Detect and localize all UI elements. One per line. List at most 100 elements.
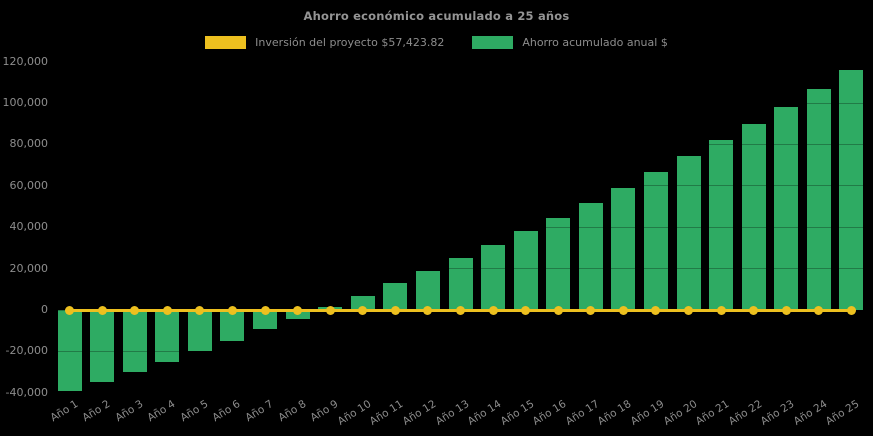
gridline [55,268,866,270]
x-tick-label: Año 11 [367,398,406,428]
investment-line-marker [195,305,205,315]
investment-line-marker [260,305,270,315]
x-tick-label: Año 12 [400,398,439,428]
x-tick-label: Año 6 [210,398,243,425]
x-tick-label: Año 5 [178,398,211,425]
investment-line-marker [618,305,628,315]
bar-ano-1 [57,310,82,391]
investment-line-marker [227,305,237,315]
investment-line-marker [358,305,368,315]
bar-ano-20 [676,156,701,310]
bar-ano-19 [643,172,668,310]
investment-line-marker [521,305,531,315]
bar-ano-17 [578,202,603,310]
x-tick-label: Año 2 [80,398,113,425]
bar-ano-10 [350,295,375,310]
gridline [55,350,866,352]
x-tick-label: Año 18 [596,398,634,428]
x-tick-label: Año 7 [243,398,276,425]
x-tick-label: Año 8 [275,398,308,425]
legend-label-savings: Ahorro acumulado anual $ [522,36,668,49]
investment-line-marker [390,305,400,315]
y-tick-label: 0 [41,303,48,316]
investment-line-marker [293,305,303,315]
x-tick-label: Año 19 [628,398,667,428]
bar-ano-12 [415,270,440,310]
gridline [55,143,866,145]
investment-line-marker [325,305,335,315]
x-tick-label: Año 15 [498,398,536,428]
investment-line-marker [651,305,661,315]
legend-item-investment: Inversión del proyecto $57,423.82 [205,36,444,49]
x-tick-label: Año 20 [661,398,699,428]
investment-line-marker [456,305,465,315]
investment-line-marker [716,305,726,315]
bar-ano-6 [220,310,245,342]
chart-title: Ahorro económico acumulado a 25 años [303,9,570,23]
investment-line-marker [488,305,498,315]
bar-ano-8 [285,310,310,320]
bar-ano-21 [709,140,734,310]
investment-line-marker [423,305,433,315]
x-tick-label: Año 25 [824,398,862,428]
legend: Inversión del proyecto $57,423.82 Ahorro… [0,36,873,49]
investment-line-marker [846,305,856,315]
investment-line-marker [97,305,107,315]
investment-line-marker [814,305,824,315]
investment-line-marker [162,305,172,315]
x-tick-label: Año 17 [563,398,602,428]
x-tick-label: Año 14 [465,398,504,428]
investment-line-marker [130,305,140,315]
legend-label-investment: Inversión del proyecto $57,423.82 [255,36,445,49]
investment-line-marker [65,305,75,315]
x-tick-label: Año 9 [308,398,341,425]
bar-ano-13 [448,257,473,310]
bar-ano-16 [546,218,571,310]
x-tick-label: Año 16 [530,398,569,428]
x-tick-label: Año 23 [758,398,797,428]
plot-area [55,55,866,394]
bar-ano-24 [806,88,831,310]
x-tick-label: Año 1 [47,398,80,425]
gridline [55,226,866,228]
legend-swatch-savings [472,36,514,49]
y-tick-label: -40,000 [5,385,48,399]
investment-line-marker [781,305,791,315]
bar-ano-4 [155,310,180,362]
bar-ano-3 [122,310,147,372]
gridline [55,392,866,394]
investment-line-marker [553,305,563,315]
bar-ano-5 [187,310,212,351]
x-tick-label: Año 21 [693,398,732,428]
y-tick-label: 20,000 [9,261,49,275]
x-tick-label: Año 13 [433,398,471,428]
x-tick-label: Año 10 [335,398,374,428]
x-tick-label: Año 4 [145,398,178,425]
bar-ano-14 [481,244,506,310]
y-tick-label: 120,000 [2,54,49,68]
legend-item-savings: Ahorro acumulado anual $ [472,36,668,49]
y-tick-label: 40,000 [9,220,49,234]
legend-swatch-investment [205,36,247,49]
bar-ano-18 [611,187,636,310]
gridline [55,102,866,104]
gridline [55,185,866,187]
bar-ano-23 [774,107,799,310]
gridline [55,61,866,63]
x-tick-label: Año 22 [726,398,765,428]
bar-ano-2 [90,310,115,382]
investment-line-marker [586,305,596,315]
x-tick-label: Año 24 [791,398,830,428]
bar-ano-25 [839,69,864,310]
bar-ano-22 [741,124,766,310]
bar-ano-7 [253,310,278,330]
x-tick-label: Año 3 [113,398,146,425]
bar-ano-15 [513,230,538,310]
y-tick-label: -20,000 [5,344,48,358]
y-tick-label: 100,000 [2,96,49,110]
investment-line-marker [749,305,759,315]
investment-line-marker [684,305,694,315]
y-tick-label: 60,000 [9,178,49,192]
y-tick-label: 80,000 [9,137,49,151]
